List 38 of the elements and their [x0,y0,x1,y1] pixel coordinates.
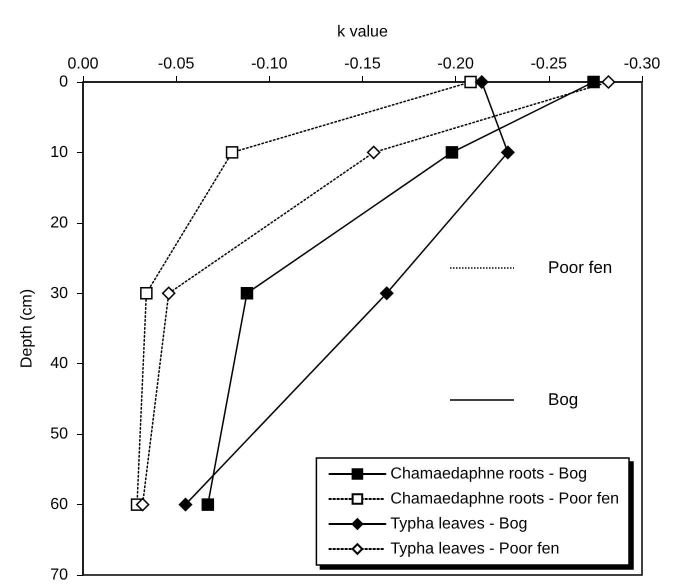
point [366,146,380,160]
y-tick-label: 30 [50,284,68,302]
x-tick-label: -0.30 [624,56,660,72]
legend-label: Typha leaves - Bog [390,516,528,532]
legend-label: Typha leaves - Poor fen [390,540,560,558]
point [140,287,153,300]
y-tick-label: 40 [50,355,68,372]
x-tick-label: 0.00 [67,56,99,72]
annotation: Poor fen [548,258,612,278]
x-axis-title: k value [337,24,388,40]
y-tick-label: 10 [50,144,68,161]
y-tick-label: 60 [50,496,68,514]
y-tick-label: 70 [50,566,68,584]
point [226,146,238,159]
x-tick-label: -0.05 [158,56,195,72]
point [446,146,458,159]
point [380,286,394,300]
y-tick-label: 20 [50,214,68,232]
x-tick-label: -0.20 [437,56,474,72]
point [501,146,515,160]
point [475,75,489,89]
point [240,287,254,300]
point [162,286,176,300]
point [602,75,616,89]
point [464,76,477,88]
y-tick-label: 50 [50,426,68,443]
point [178,498,192,512]
y-axis-title: Depth (cm) [18,288,36,368]
y-tick-label: 0 [59,74,68,90]
legend-label: Chamaedaphne roots - Poor fen [390,490,620,508]
legend-label: Chamaedaphne roots - Bog [390,466,587,482]
x-tick-label: -0.25 [530,56,568,72]
point [587,76,600,88]
x-tick-label: -0.10 [251,56,288,72]
point [202,498,214,511]
point [136,498,150,512]
x-tick-label: -0.15 [344,56,381,72]
annotation: Bog [548,390,578,410]
